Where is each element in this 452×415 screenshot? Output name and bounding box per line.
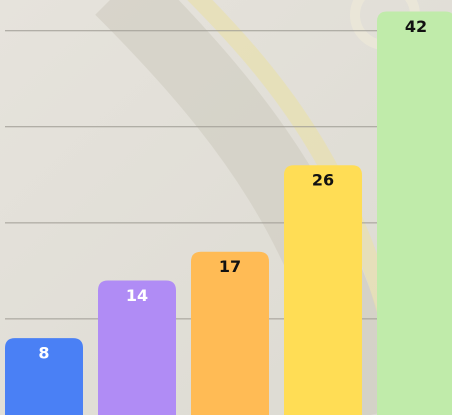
- data-label: 8: [38, 344, 49, 363]
- data-label: 42: [405, 17, 427, 36]
- page: {"chart_data": {"type": "bar", "categori…: [0, 0, 452, 415]
- bar: [284, 165, 362, 415]
- data-label: 14: [126, 286, 148, 305]
- data-label: 17: [219, 257, 241, 276]
- chart: 8 14 17 26 42: [0, 0, 452, 415]
- data-label: 26: [312, 171, 334, 190]
- bar: [377, 12, 452, 415]
